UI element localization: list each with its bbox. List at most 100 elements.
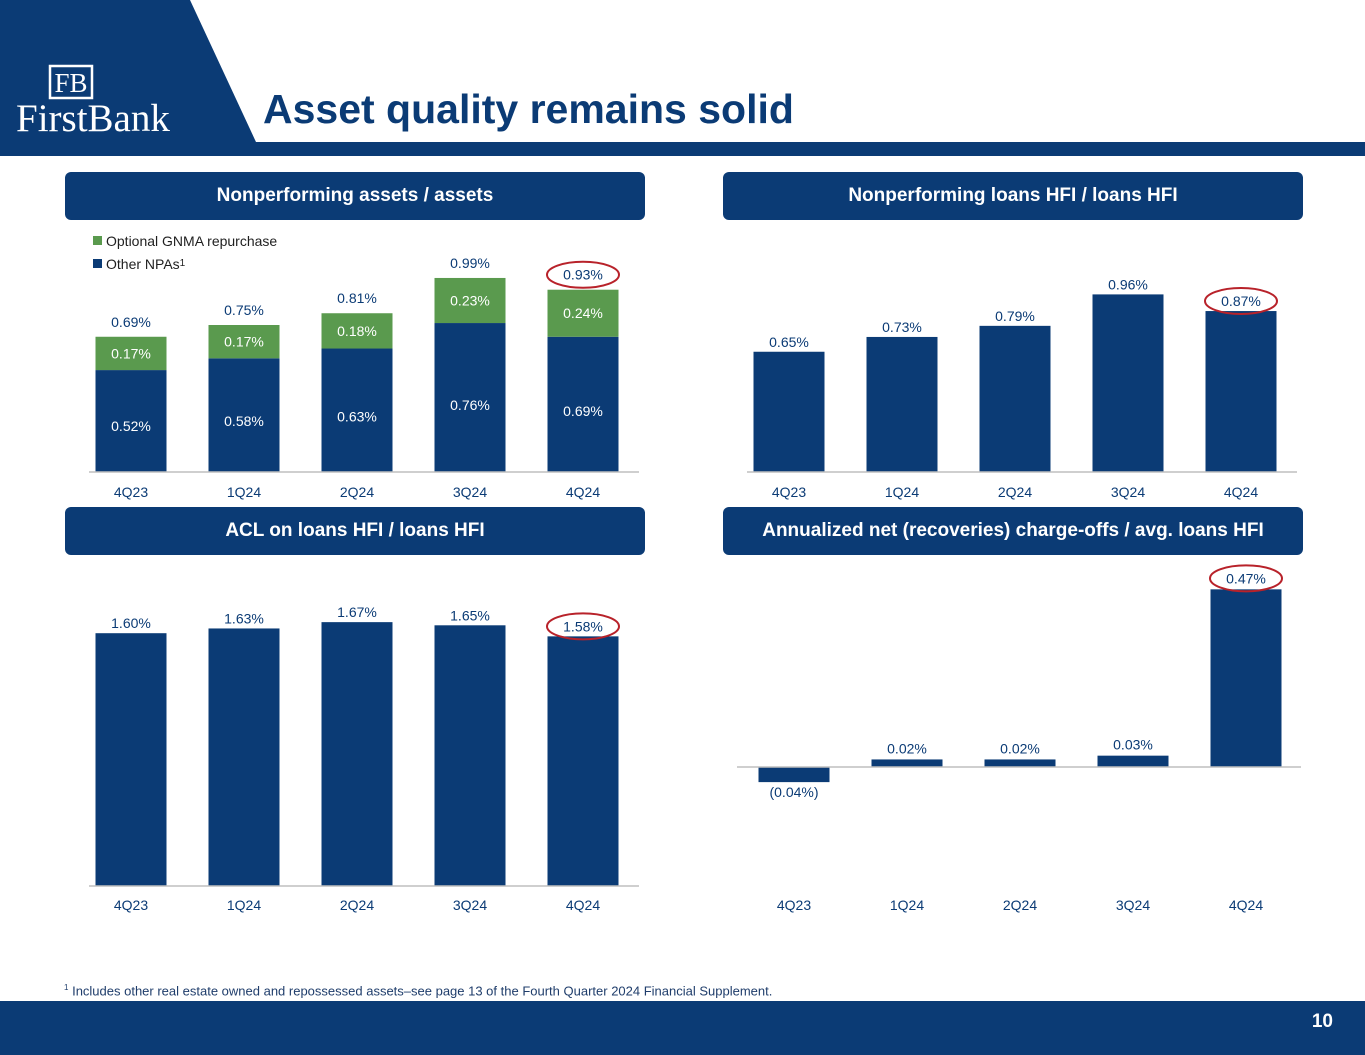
panel-title-npa: Nonperforming assets / assets: [65, 172, 645, 220]
bar-gnma: [208, 325, 280, 359]
x-tick-label: 3Q24: [453, 484, 487, 500]
data-label-other-npas: 0.76%: [450, 397, 490, 413]
bar-nco: [984, 759, 1056, 767]
data-label-npl: 0.87%: [1221, 293, 1261, 309]
x-tick-label: 3Q24: [1116, 897, 1150, 913]
x-tick-label: 3Q24: [1111, 484, 1145, 500]
data-label-nco: 0.03%: [1113, 737, 1153, 753]
page-title: Asset quality remains solid: [263, 86, 794, 132]
data-label-gnma: 0.24%: [563, 305, 603, 321]
bar-gnma: [95, 336, 167, 371]
x-tick-label: 4Q23: [772, 484, 806, 500]
highlight-circle: [1209, 564, 1283, 593]
panel-title-acl: ACL on loans HFI / loans HFI: [65, 507, 645, 555]
data-label-gnma: 0.23%: [450, 293, 490, 309]
x-tick-label: 2Q24: [340, 897, 374, 913]
x-tick-label: 4Q23: [114, 897, 148, 913]
bar-npl: [866, 336, 938, 472]
chart-npa: 0.52% 0.17% 0.69% 0.58% 0.17% 0.75% 0.63% 0.18%…: [89, 255, 639, 500]
data-label-nco: 0.47%: [1226, 570, 1266, 586]
data-label-npl: 0.79%: [995, 308, 1035, 324]
data-label-acl: 1.67%: [337, 604, 377, 620]
data-label-npl: 0.73%: [882, 319, 922, 335]
footnote-text: Includes other real estate owned and rep…: [72, 983, 773, 999]
legend-item-other-npas: Other NPAs 1: [93, 252, 277, 275]
header-band: [0, 0, 1365, 156]
bar-gnma: [434, 277, 506, 324]
x-tick-label: 4Q24: [1229, 897, 1263, 913]
chart-npl: 0.65% 0.73% 0.79% 0.96% 0.87% 4Q23 1Q24 2Q24 3Q2…: [747, 276, 1297, 500]
x-tick-label: 1Q24: [227, 484, 261, 500]
x-tick-label: 4Q23: [114, 484, 148, 500]
bar-nco: [1097, 755, 1169, 767]
data-label-other-npas: 0.58%: [224, 413, 264, 429]
data-label-gnma: 0.18%: [337, 323, 377, 339]
page-number: 10: [1311, 1011, 1333, 1032]
x-tick-label: 4Q23: [777, 897, 811, 913]
data-label-total: 0.69%: [111, 314, 151, 330]
bar-nco: [1210, 589, 1282, 767]
panel-title-npl: Nonperforming loans HFI / loans HFI: [723, 172, 1303, 220]
data-label-acl: 1.58%: [563, 618, 603, 634]
x-tick-label: 2Q24: [1003, 897, 1037, 913]
chart-nco: (0.04%) 0.02% 0.02% 0.03% 0.47% 4Q23 1Q24 2Q24 3…: [737, 564, 1301, 913]
x-tick-label: 1Q24: [890, 897, 924, 913]
bar-other-npas: [547, 336, 619, 472]
bar-gnma: [547, 289, 619, 337]
data-label-other-npas: 0.63%: [337, 408, 377, 424]
data-label-total: 0.75%: [224, 302, 264, 318]
bar-npl: [1205, 311, 1277, 472]
data-label-gnma: 0.17%: [224, 334, 264, 350]
data-label-total: 0.99%: [450, 255, 490, 271]
legend-swatch-other-npas: [93, 259, 102, 268]
bar-other-npas: [434, 323, 506, 472]
data-label-total: 0.93%: [563, 267, 603, 283]
svg-text:FB: FB: [54, 68, 87, 98]
bar-acl: [321, 622, 393, 886]
x-tick-label: 1Q24: [885, 484, 919, 500]
x-tick-label: 4Q24: [566, 484, 600, 500]
bar-acl: [547, 636, 619, 886]
bar-other-npas: [208, 358, 280, 472]
x-tick-label: 4Q24: [566, 897, 600, 913]
chart-legend: Optional GNMA repurchase Other NPAs 1: [93, 229, 277, 275]
data-label-nco: 0.02%: [887, 740, 927, 756]
data-label-acl: 1.65%: [450, 607, 490, 623]
data-label-acl: 1.63%: [224, 610, 264, 626]
data-label-nco: (0.04%): [769, 784, 818, 800]
bar-other-npas: [321, 348, 393, 472]
footer-band: 10: [0, 1001, 1365, 1055]
bar-gnma: [321, 313, 393, 349]
bar-npl: [1092, 294, 1164, 472]
data-label-acl: 1.60%: [111, 615, 151, 631]
highlight-circle: [1204, 287, 1278, 316]
footnote-marker: 1: [64, 983, 69, 992]
data-label-other-npas: 0.52%: [111, 418, 151, 434]
legend-label-gnma: Optional GNMA repurchase: [106, 232, 278, 249]
data-label-nco: 0.02%: [1000, 740, 1040, 756]
data-label-total: 0.81%: [337, 290, 377, 306]
data-label-npl: 0.96%: [1108, 276, 1148, 292]
legend-label-other-npas: Other NPAs: [106, 255, 180, 272]
x-tick-label: 2Q24: [998, 484, 1032, 500]
data-label-npl: 0.65%: [769, 334, 809, 350]
bar-other-npas: [95, 370, 167, 472]
firstbank-logo: FB FirstBank: [14, 64, 214, 140]
data-label-other-npas: 0.69%: [563, 403, 603, 419]
highlight-circle: [546, 612, 620, 641]
chart-acl: 1.60% 1.63% 1.67% 1.65% 1.58% 4Q23 1Q24 2Q24 3Q2…: [89, 604, 639, 913]
bar-acl: [95, 633, 167, 886]
bar-nco: [871, 759, 943, 767]
bar-nco: [758, 767, 830, 783]
bar-acl: [208, 628, 280, 886]
legend-item-gnma: Optional GNMA repurchase: [93, 229, 277, 252]
x-tick-label: 4Q24: [1224, 484, 1258, 500]
bar-npl: [979, 325, 1051, 472]
x-tick-label: 2Q24: [340, 484, 374, 500]
bar-acl: [434, 625, 506, 886]
panel-title-nco: Annualized net (recoveries) charge-offs …: [723, 507, 1303, 555]
bar-npl: [753, 351, 825, 472]
x-tick-label: 3Q24: [453, 897, 487, 913]
svg-text:FirstBank: FirstBank: [16, 97, 170, 136]
data-label-gnma: 0.17%: [111, 345, 151, 361]
